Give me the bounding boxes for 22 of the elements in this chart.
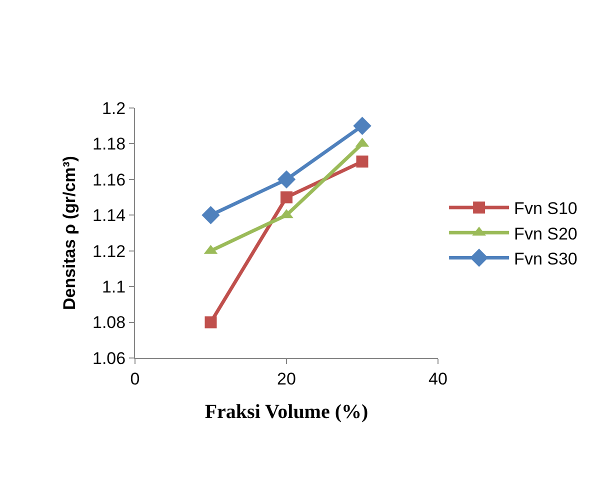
y-tick-label: 1.08	[92, 313, 126, 332]
point	[280, 191, 292, 204]
x-axis-title: Fraksi Volume (%)	[204, 400, 368, 423]
y-tick-label: 1.12	[92, 242, 126, 261]
legend-label: Fvn S10	[514, 199, 578, 218]
legend-label: Fvn S20	[514, 224, 578, 244]
y-tick-label: 1.18	[92, 134, 126, 154]
point	[277, 170, 296, 189]
x-tick-label: 0	[130, 369, 140, 388]
y-tick-label: 1.06	[92, 348, 126, 368]
point	[204, 316, 217, 328]
y-tick-label: 1.16	[92, 170, 126, 190]
legend-label: Fvn S30	[514, 249, 578, 268]
x-tick-label: 20	[277, 369, 296, 388]
y-tick-label: 1.1	[102, 278, 126, 297]
point	[202, 206, 220, 224]
y-tick-label: 1.2	[102, 98, 126, 118]
y-tick-label: 1.14	[92, 206, 126, 226]
point	[353, 116, 372, 135]
point	[356, 156, 368, 168]
x-tick-label: 40	[428, 369, 448, 388]
y-axis-title: Densitas ρ (gr/cm³)	[60, 156, 80, 310]
